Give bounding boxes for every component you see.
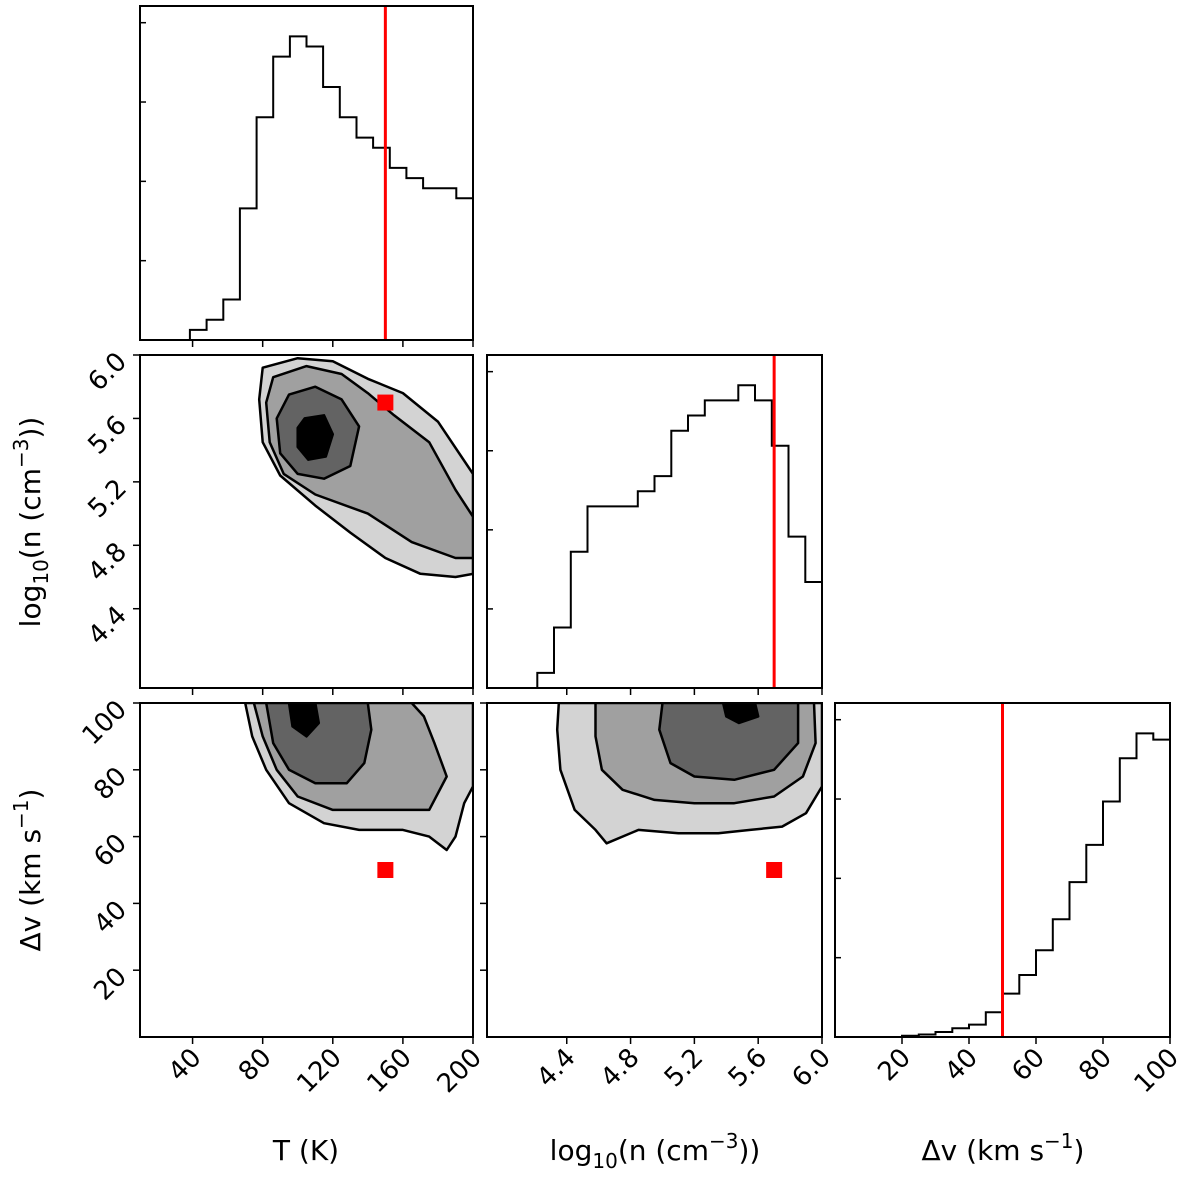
xtick-label-n: 5.2 bbox=[659, 1043, 709, 1093]
ytick-label-n: 4.8 bbox=[82, 537, 132, 587]
xtick-label-n: 5.6 bbox=[723, 1043, 773, 1093]
contour-dv_vs_n-level-3 bbox=[658, 703, 800, 782]
x-axis-label-n: log10(n (cm−3)) bbox=[550, 1129, 761, 1173]
ytick-label-dv: 60 bbox=[88, 828, 133, 873]
xtick-label-n: 4.4 bbox=[531, 1043, 581, 1093]
truth-marker-dv_vs_n bbox=[766, 862, 783, 878]
xtick-label-T: 120 bbox=[291, 1043, 347, 1099]
panel-frame-0-0 bbox=[139, 5, 474, 341]
ytick-label-dv: 100 bbox=[77, 695, 133, 751]
ytick-label-dv: 20 bbox=[88, 962, 133, 1007]
ytick-label-n: 4.4 bbox=[82, 600, 132, 650]
y-axis-label-n: log10(n (cm−3)) bbox=[9, 417, 53, 628]
histogram-T bbox=[140, 35, 473, 340]
truth-marker-dv_vs_T bbox=[377, 862, 394, 878]
xtick-label-T: 80 bbox=[233, 1043, 278, 1088]
panel-frame-2-0 bbox=[139, 702, 474, 1038]
x-axis-label-dv: Δv (km s−1) bbox=[922, 1129, 1085, 1167]
ytick-label-dv: 80 bbox=[88, 762, 133, 807]
panel-frame-1-0 bbox=[139, 354, 474, 689]
x-axis-label-T: T (K) bbox=[272, 1134, 339, 1167]
contour-dv_vs_T-level-4 bbox=[287, 703, 321, 738]
ytick-label-dv: 40 bbox=[88, 895, 133, 940]
ytick-label-n: 6.0 bbox=[82, 347, 132, 397]
xtick-label-dv: 40 bbox=[939, 1043, 984, 1088]
contour-dv_vs_n-level-4 bbox=[721, 703, 760, 725]
ytick-label-n: 5.6 bbox=[82, 410, 132, 460]
histogram-n bbox=[487, 384, 822, 688]
panel-frame-2-1 bbox=[486, 702, 823, 1038]
contour-n_vs_T-level-4 bbox=[296, 414, 335, 461]
histogram-dv bbox=[835, 732, 1170, 1037]
ytick-label-n: 5.2 bbox=[82, 474, 132, 524]
xtick-label-n: 6.0 bbox=[786, 1043, 836, 1093]
y-axis-label-dv: Δv (km s−1) bbox=[9, 789, 47, 952]
panel-frame-2-2 bbox=[834, 702, 1171, 1038]
xtick-label-n: 4.8 bbox=[595, 1043, 645, 1093]
xtick-label-dv: 100 bbox=[1129, 1043, 1185, 1099]
xtick-label-dv: 60 bbox=[1006, 1043, 1051, 1088]
xtick-label-dv: 20 bbox=[872, 1043, 917, 1088]
xtick-label-T: 160 bbox=[362, 1043, 418, 1099]
panel-frame-1-1 bbox=[486, 354, 823, 689]
truth-marker-n_vs_T bbox=[377, 394, 394, 411]
xtick-label-T: 200 bbox=[432, 1043, 488, 1099]
xtick-label-dv: 80 bbox=[1073, 1043, 1118, 1088]
xtick-label-T: 40 bbox=[163, 1043, 208, 1088]
